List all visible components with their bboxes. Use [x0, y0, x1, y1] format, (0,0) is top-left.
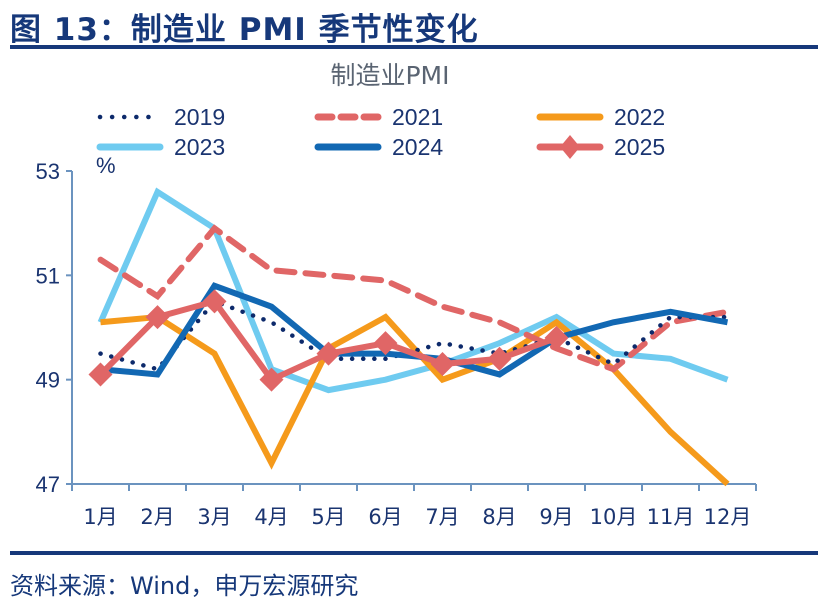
title-divider	[10, 45, 818, 49]
legend-label: 2022	[614, 104, 665, 130]
y-tick-label: 53	[36, 159, 60, 184]
data-point-2025	[145, 305, 170, 330]
x-tick-label: 10月	[590, 505, 638, 529]
data-point-2025	[430, 352, 455, 377]
x-tick-label: 6月	[368, 505, 402, 529]
series-line-2024	[100, 282, 729, 378]
legend-item-2025: 2025	[536, 134, 665, 160]
x-tick-label: 12月	[704, 505, 752, 529]
data-point-2025	[544, 325, 569, 350]
x-tick-label: 1月	[83, 505, 117, 529]
legend-label: 2021	[392, 104, 443, 130]
legend-item-2022: 2022	[536, 104, 665, 130]
series-line-2022	[100, 313, 730, 487]
series-line-2021	[97, 224, 731, 373]
x-tick-label: 2月	[140, 505, 174, 529]
data-point-2025	[487, 346, 512, 371]
series-line-2019	[98, 298, 730, 372]
series-group	[88, 187, 731, 487]
data-point-2025	[202, 289, 227, 314]
x-tick-label: 7月	[425, 505, 459, 529]
x-tick-label: 3月	[197, 505, 231, 529]
x-tick-label: 11月	[647, 505, 695, 529]
y-axis-unit: %	[96, 153, 116, 178]
y-tick-label: 47	[36, 472, 60, 497]
legend: 2019 2021 2022 2023 2024 2025	[96, 104, 665, 160]
series-line-2025	[98, 297, 558, 384]
legend-item-2023: 2023	[96, 134, 225, 160]
figure-title: 图 13：制造业 PMI 季节性变化	[10, 12, 479, 48]
data-point-2025	[88, 362, 113, 387]
source-note: 资料来源：Wind，申万宏源研究	[10, 572, 359, 600]
x-tick-label: 8月	[482, 505, 516, 529]
series-line-2023	[97, 187, 729, 394]
y-tick-label: 51	[36, 263, 60, 288]
footer-divider	[10, 551, 818, 555]
legend-item-2019: 2019	[97, 104, 225, 130]
chart-title: 制造业PMI	[330, 61, 449, 90]
legend-label: 2024	[392, 134, 443, 160]
legend-item-2021: 2021	[314, 104, 443, 130]
legend-label: 2025	[614, 134, 665, 160]
data-point-2025	[373, 331, 398, 356]
x-tick-label: 5月	[311, 505, 345, 529]
x-tick-label: 9月	[539, 505, 573, 529]
x-tick-label: 4月	[254, 505, 288, 529]
legend-item-2024: 2024	[314, 134, 443, 160]
legend-diamond-icon	[560, 135, 580, 159]
legend-label: 2023	[174, 134, 225, 160]
y-tick-label: 49	[36, 368, 60, 393]
data-point-2025	[316, 341, 341, 366]
axes: 47 49 51 53 1月 2月 3月 4月 5月 6月 7月 8月 9月 10月 11月 12月	[36, 159, 757, 529]
legend-label: 2019	[174, 104, 225, 130]
data-point-2025	[259, 367, 284, 392]
